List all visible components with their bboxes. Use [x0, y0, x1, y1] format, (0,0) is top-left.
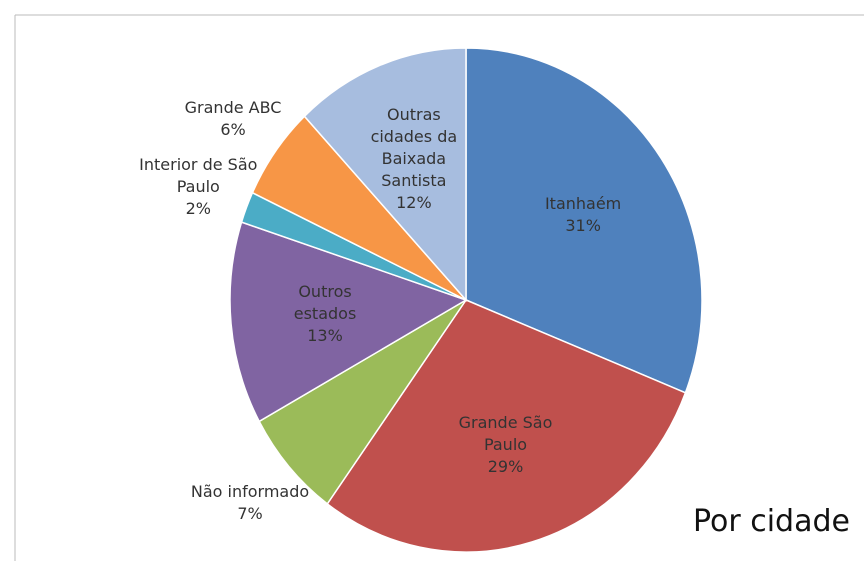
value-label: 13%	[307, 326, 343, 346]
pie-slice	[303, 47, 467, 302]
value-label: 12%	[396, 193, 432, 213]
slice-label: Itanhaém 31%	[523, 193, 643, 237]
category-label: Grande São Paulo	[458, 413, 553, 455]
value-label: 29%	[487, 457, 524, 477]
value-label: 2%	[185, 198, 211, 218]
category-label: Outros estados	[293, 282, 357, 324]
category-label: Outras cidades da Baixada Santista	[370, 105, 458, 191]
value-label: 31%	[565, 216, 601, 235]
category-label: Interior de São Paulo	[139, 154, 258, 196]
pie-slice	[229, 221, 468, 423]
category-label: Grande ABC	[184, 98, 282, 118]
slice-label: Não informado 7%	[190, 481, 310, 525]
pie-slice	[465, 47, 703, 394]
pie-slice	[326, 299, 687, 553]
chart-title: Por cidade	[692, 504, 850, 539]
category-label: Não informado	[190, 482, 310, 502]
slice-label: Outras cidades da Baixada Santista 12%	[354, 104, 474, 214]
value-label: 6%	[220, 120, 246, 140]
slice-label: Outros estados 13%	[265, 281, 385, 347]
slice-label: Grande ABC 6%	[173, 97, 293, 141]
pie-slice	[258, 299, 467, 505]
slice-label: Grande São Paulo 29%	[446, 412, 566, 478]
slice-label: Interior de São Paulo 2%	[138, 154, 258, 220]
value-label: 7%	[237, 504, 263, 524]
category-label: Itanhaém	[544, 194, 622, 213]
